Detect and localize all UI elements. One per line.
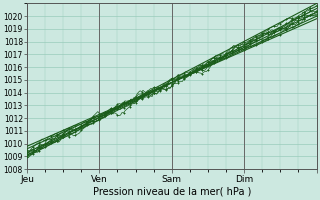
X-axis label: Pression niveau de la mer( hPa ): Pression niveau de la mer( hPa ) bbox=[92, 187, 251, 197]
